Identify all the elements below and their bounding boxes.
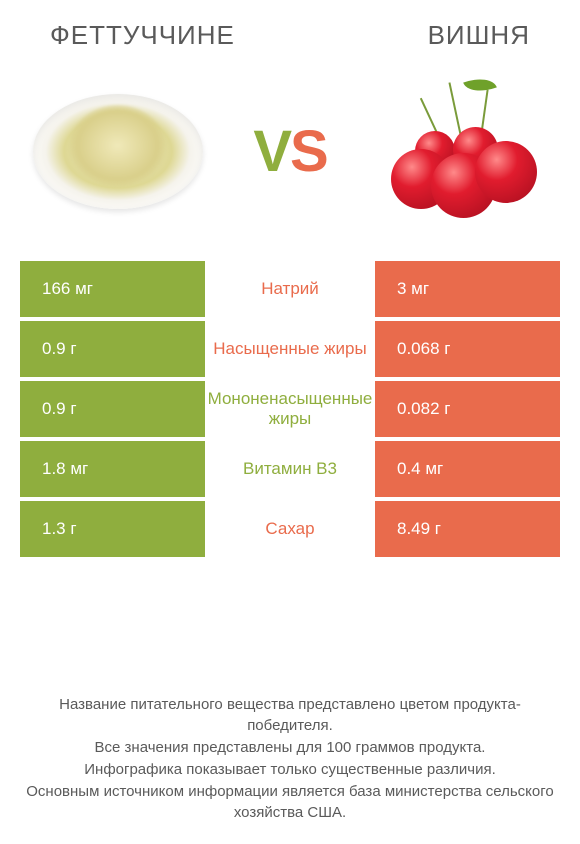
right-value: 3 мг — [375, 261, 560, 317]
comparison-table: 166 мг Натрий 3 мг 0.9 г Насыщенные жиры… — [20, 261, 560, 557]
vs-v-letter: V — [253, 119, 290, 184]
right-food-title: ВИШНЯ — [428, 20, 530, 51]
left-value: 166 мг — [20, 261, 205, 317]
footer-line: Инфографика показывает только существенн… — [26, 759, 554, 781]
right-value: 0.068 г — [375, 321, 560, 377]
vs-s-letter: S — [290, 119, 327, 184]
footer-line: Все значения представлены для 100 граммо… — [26, 737, 554, 759]
nutrient-label: Мононенасыщенные жиры — [205, 381, 375, 437]
right-value: 0.082 г — [375, 381, 560, 437]
cherries-icon — [383, 71, 543, 231]
footer-line: Основным источником информации является … — [26, 781, 554, 825]
table-row: 0.9 г Мононенасыщенные жиры 0.082 г — [20, 381, 560, 437]
left-food-title: ФЕТТУЧЧИНЕ — [50, 20, 235, 51]
left-value: 0.9 г — [20, 321, 205, 377]
table-row: 0.9 г Насыщенные жиры 0.068 г — [20, 321, 560, 377]
table-row: 1.3 г Сахар 8.49 г — [20, 501, 560, 557]
fettuccine-icon — [33, 94, 203, 209]
vs-label: VS — [253, 118, 326, 185]
footer-text: Название питательного вещества представл… — [20, 694, 560, 835]
nutrient-label: Витамин B3 — [205, 441, 375, 497]
right-food-image — [375, 71, 550, 231]
images-row: VS — [20, 71, 560, 261]
footer-line: Название питательного вещества представл… — [26, 694, 554, 738]
right-value: 0.4 мг — [375, 441, 560, 497]
left-value: 0.9 г — [20, 381, 205, 437]
right-value: 8.49 г — [375, 501, 560, 557]
left-food-image — [30, 71, 205, 231]
table-row: 1.8 мг Витамин B3 0.4 мг — [20, 441, 560, 497]
table-row: 166 мг Натрий 3 мг — [20, 261, 560, 317]
nutrient-label: Сахар — [205, 501, 375, 557]
nutrient-label: Насыщенные жиры — [205, 321, 375, 377]
left-value: 1.3 г — [20, 501, 205, 557]
nutrient-label: Натрий — [205, 261, 375, 317]
left-value: 1.8 мг — [20, 441, 205, 497]
header: ФЕТТУЧЧИНЕ ВИШНЯ — [20, 20, 560, 51]
infographic-container: ФЕТТУЧЧИНЕ ВИШНЯ VS 166 мг Натрий 3 мг 0… — [0, 0, 580, 844]
